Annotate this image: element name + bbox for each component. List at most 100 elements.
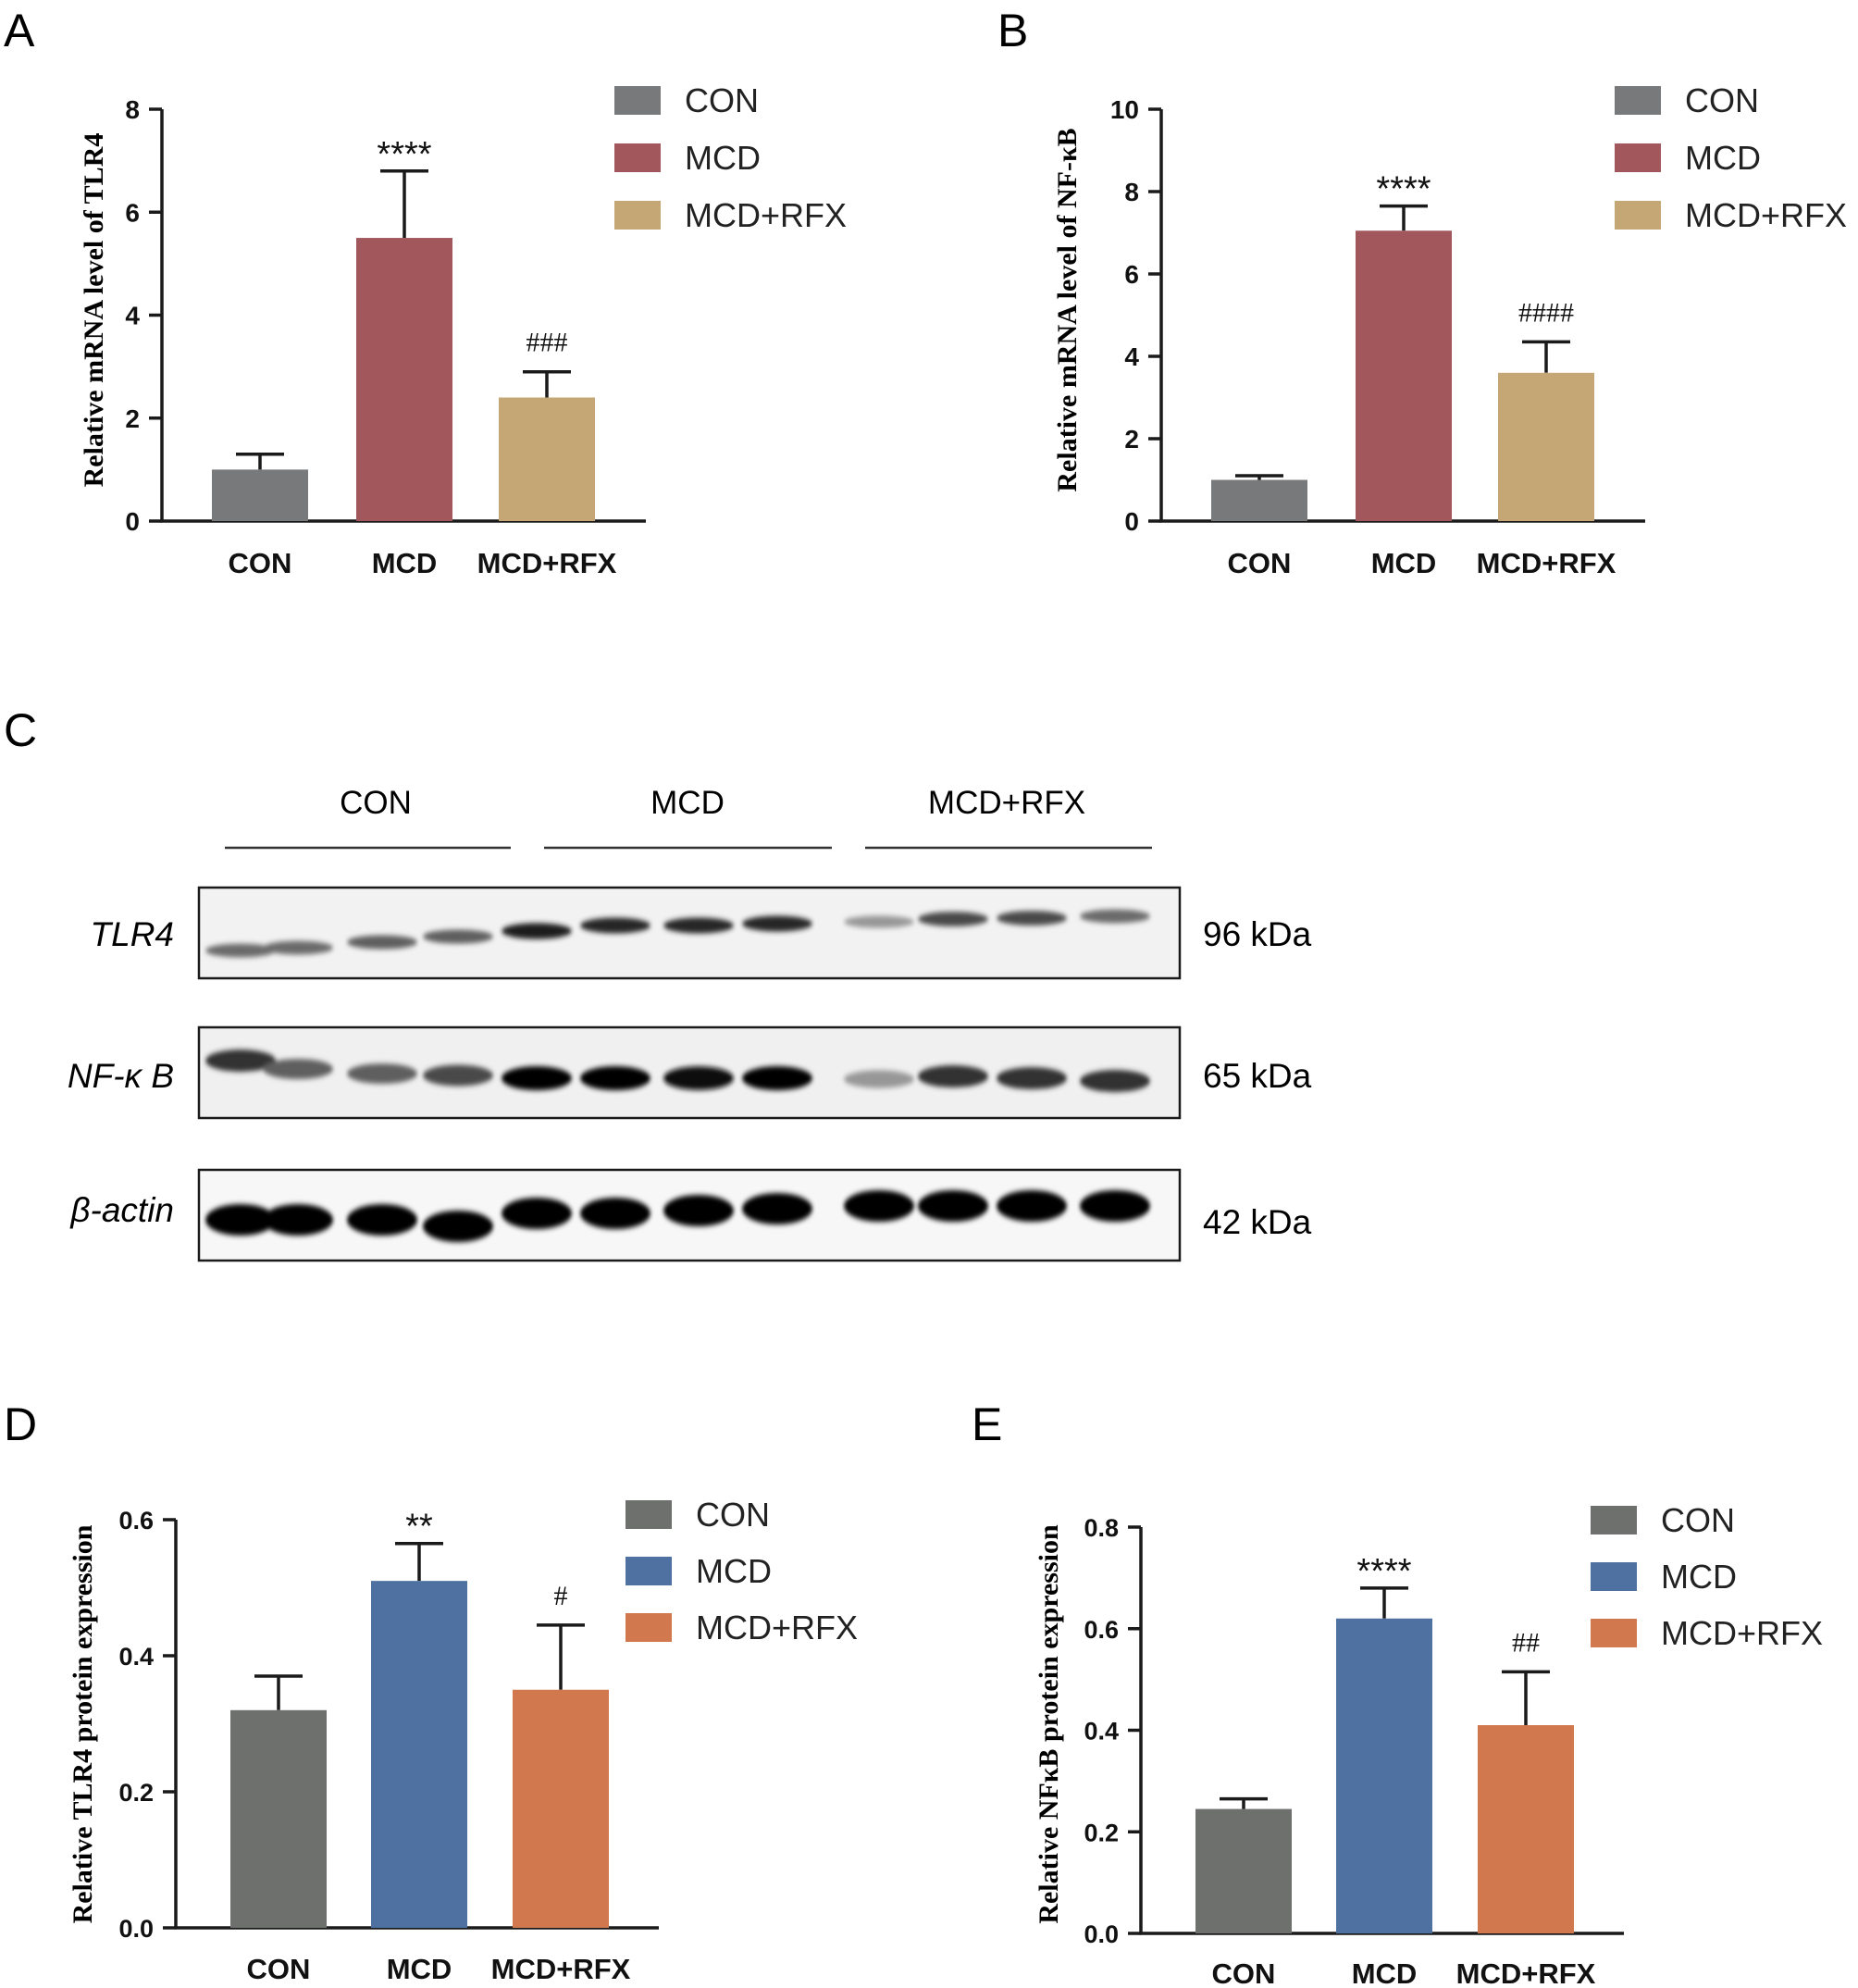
blot-band (347, 1204, 417, 1236)
y-axis-label: Relative TLR4 protein expression (68, 1524, 98, 1923)
significance-label: # (554, 1581, 568, 1611)
legend: CON MCD MCD+RFX (1615, 81, 1847, 234)
y-axis-label: Relative mRNA level of NF-κB (1052, 128, 1083, 491)
significance-label: ** (405, 1508, 433, 1547)
error-bar (236, 452, 284, 470)
error-bar (523, 369, 571, 398)
blot-band (663, 1195, 734, 1226)
x-tick-labels: CON MCD MCD+RFX (1228, 547, 1616, 579)
y-tick-label: 0.6 (1084, 1616, 1119, 1644)
legend-label: CON (696, 1496, 770, 1534)
legend-swatch (626, 1500, 672, 1529)
blot-band (742, 915, 812, 932)
y-tick-label: 0.4 (1084, 1718, 1119, 1746)
blot-mw-nfkb: 65 kDa (1203, 1057, 1312, 1095)
error-bar (1380, 204, 1428, 231)
legend-swatch (626, 1613, 672, 1642)
bar-mcd-rfx (513, 1689, 609, 1928)
x-tick-labels: CON MCD MCD+RFX (1212, 1957, 1596, 1988)
blot-band (1080, 909, 1150, 924)
bar-con (230, 1709, 327, 1928)
x-tick-label: MCD+RFX (1456, 1957, 1596, 1988)
y-axis-label: Relative NFκB protein expression (1034, 1524, 1064, 1924)
bars: **** #### (1211, 170, 1594, 521)
y-tick-label: 0.8 (1084, 1514, 1119, 1542)
y-tick-label: 0 (125, 507, 140, 536)
blot-band (844, 915, 914, 928)
legend-swatch (626, 1557, 672, 1585)
panel-b: B Relative mRNA level of NF-κB 0 2 4 6 8 10 *… (997, 5, 1847, 579)
blot-band (742, 1193, 812, 1224)
legend: CON MCD MCD+RFX (1591, 1501, 1823, 1652)
blot-group-label-mcd-rfx: MCD+RFX (928, 785, 1085, 821)
blot-band (742, 1066, 812, 1090)
x-tick-label: MCD+RFX (1477, 547, 1616, 579)
blot-group-label-mcd: MCD (650, 785, 725, 821)
error-bar (1360, 1586, 1408, 1619)
blot-band (918, 1065, 988, 1087)
y-ticks: 0.0 0.2 0.4 0.6 (118, 1507, 176, 1943)
blot-band (844, 1070, 914, 1088)
bars: ** # (230, 1508, 609, 1928)
x-tick-label: MCD (1371, 547, 1437, 579)
error-bar (380, 169, 428, 239)
x-tick-labels: CON MCD MCD+RFX (247, 1953, 631, 1985)
y-ticks: 0.0 0.2 0.4 0.6 0.8 (1084, 1514, 1141, 1948)
x-tick-labels: CON MCD MCD+RFX (229, 547, 617, 579)
legend-label: CON (1685, 81, 1759, 119)
blot-band (347, 935, 417, 950)
legend: CON MCD MCD+RFX (614, 81, 847, 234)
significance-label: **** (1376, 170, 1431, 209)
bar-mcd (1356, 230, 1452, 521)
panel-e: E Relative NFκB protein expression 0.00.… (972, 1398, 1823, 1988)
bar-mcd (1336, 1618, 1432, 1933)
blot-band (663, 1066, 734, 1090)
y-tick-label: 8 (1124, 178, 1139, 206)
blot-band (347, 1063, 417, 1084)
y-tick-label: 6 (1124, 260, 1139, 289)
blot-band (263, 1059, 333, 1079)
error-bar (1502, 1670, 1550, 1726)
blot-group-label-con: CON (340, 785, 412, 821)
legend-label: MCD (685, 139, 761, 177)
panel-a: A Relative mRNA level of TLR4 0 2 4 6 8 ****… (4, 5, 847, 579)
x-tick-label: MCD+RFX (477, 547, 617, 579)
y-tick-label: 2 (125, 404, 140, 433)
blot-band (502, 1066, 572, 1090)
blot-band (423, 1211, 493, 1242)
error-bar (1235, 474, 1283, 480)
legend-label: MCD+RFX (696, 1609, 858, 1646)
blot-band (997, 911, 1067, 926)
blot-band (580, 1198, 650, 1229)
legend-label: MCD (696, 1552, 772, 1590)
y-tick-label: 4 (1124, 342, 1139, 371)
x-tick-label: CON (1228, 547, 1292, 579)
blot-band (918, 912, 988, 926)
y-tick-label: 0.2 (118, 1779, 154, 1807)
blot-band (580, 1066, 650, 1090)
legend-label: MCD (1685, 139, 1761, 177)
error-bar (537, 1623, 585, 1690)
blot-band (263, 940, 333, 955)
blot-band (997, 1190, 1067, 1222)
legend-swatch (1615, 201, 1661, 230)
blot-band (205, 1050, 276, 1072)
blot-band (423, 1064, 493, 1087)
significance-label: **** (1356, 1552, 1411, 1591)
blot-band (918, 1190, 988, 1222)
x-tick-label: MCD (1352, 1957, 1418, 1988)
y-ticks: 0 2 4 6 8 (125, 95, 162, 536)
blot-band (1080, 1070, 1150, 1092)
blot-band (205, 943, 276, 958)
blot-protein-label-beta-actin: β-actin (69, 1191, 174, 1229)
bars: **** ### (212, 135, 595, 521)
legend-label: MCD+RFX (1661, 1614, 1823, 1652)
blot-mw-beta-actin: 42 kDa (1203, 1203, 1312, 1241)
x-tick-label: MCD (372, 547, 438, 579)
blot-band (997, 1067, 1067, 1089)
legend-label: CON (685, 81, 759, 119)
y-tick-label: 8 (125, 95, 140, 124)
legend-swatch (1591, 1506, 1637, 1534)
legend-swatch (614, 201, 661, 230)
